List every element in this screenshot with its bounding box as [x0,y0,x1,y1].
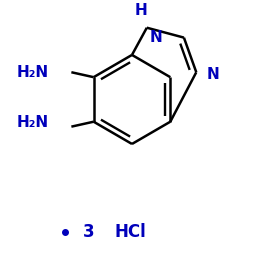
Text: N: N [206,67,219,82]
Text: N: N [149,30,162,45]
Text: 3: 3 [83,223,94,241]
Text: H₂N: H₂N [17,115,49,130]
Text: H: H [135,3,148,18]
Text: H₂N: H₂N [17,65,49,80]
Text: HCl: HCl [115,223,146,241]
